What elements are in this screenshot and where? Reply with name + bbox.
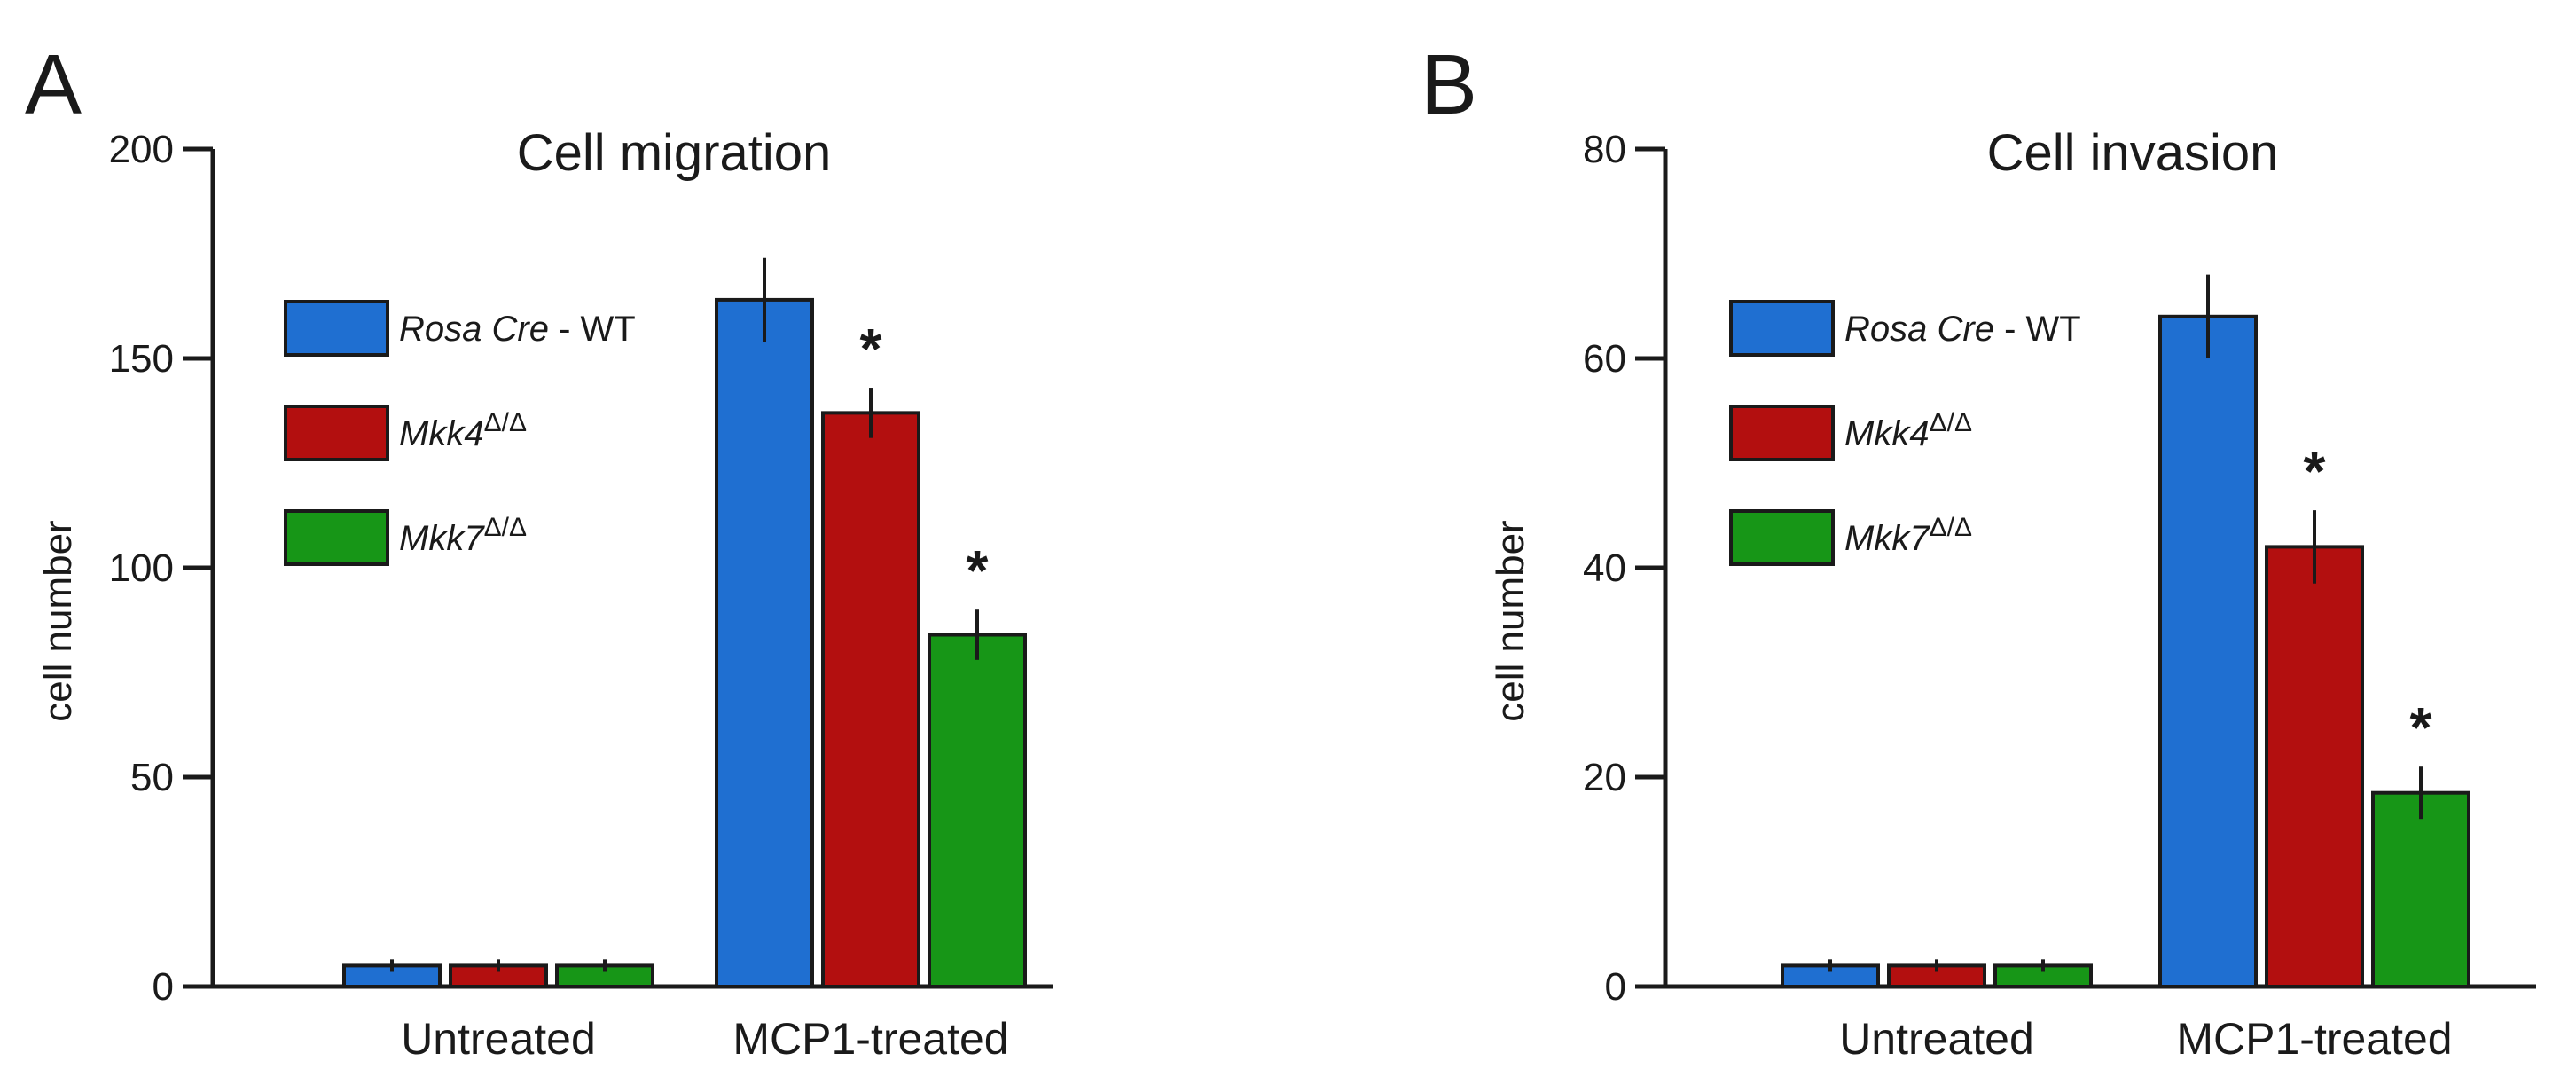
legend-name-superscript: Δ/Δ [1930,408,1972,437]
legend-name-superscript: Δ/Δ [484,513,527,542]
legend-entry-wt: Rosa Cre - WT [1844,310,2081,349]
y-tick-label: 150 [109,337,174,381]
legend-swatch-wt [1729,300,1835,357]
legend-name-italic: Mkk4 [1844,414,1930,453]
legend-swatch-mkk4 [284,405,389,461]
legend-swatch-wt [284,300,389,357]
significance-star: * [860,317,882,381]
legend-entry-mkk4: Mkk4Δ/Δ [1844,408,1972,453]
legend-name-superscript: Δ/Δ [1930,513,1972,542]
y-tick-label: 20 [1583,756,1626,799]
panel-label: A [25,37,82,132]
y-axis-label: cell number [1489,520,1532,721]
bar-wt-mcp1-treated [715,297,814,989]
category-label: Untreated [401,1014,596,1064]
legend-swatch-mkk7 [284,509,389,566]
y-tick-label: 40 [1583,546,1626,590]
bar-mkk7-mcp1-treated [928,633,1027,989]
legend-name-italic: Rosa Cre [399,310,549,349]
chart-panel-a: A Cell migration 0 50 100 150 200 cell number Un… [25,37,1053,1064]
significance-star: * [2304,439,2326,503]
significance-star: * [967,538,989,602]
category-label: MCP1-treated [2176,1014,2452,1064]
legend-name-superscript: Δ/Δ [484,408,527,437]
legend-swatch-mkk7 [1729,509,1835,566]
category-label: Untreated [1839,1014,2034,1064]
bar-wt-mcp1-treated [2158,314,2258,988]
y-axis-label: cell number [36,520,80,721]
legend-entry-wt: Rosa Cre - WT [399,310,636,349]
y-tick-label: 60 [1583,337,1626,381]
chart-title: Cell invasion [1987,124,2279,182]
bar-mkk7-mcp1-treated [2371,790,2470,989]
legend-name-italic: Mkk7 [399,519,485,558]
legend-entry-mkk4: Mkk4Δ/Δ [399,408,527,453]
legend-entry-mkk7: Mkk7Δ/Δ [399,513,527,558]
bar-mkk4-mcp1-treated [821,411,920,988]
legend-name-italic: Mkk4 [399,414,484,453]
panel-label: B [1421,37,1477,132]
y-tick-label: 0 [1605,965,1626,1009]
chart-panel-b: B Cell invasion 0 20 40 60 80 cell number Untrea… [1421,37,2536,1064]
y-tick-label: 80 [1583,128,1626,171]
y-tick-label: 200 [109,128,174,171]
legend-entry-mkk7: Mkk7Δ/Δ [1844,513,1972,558]
bar-mkk4-mcp1-treated [2265,545,2364,989]
legend-swatch-mkk4 [1729,405,1835,461]
legend-name-suffix: - WT [1994,310,2081,349]
category-label: MCP1-treated [732,1014,1008,1064]
y-tick-label: 50 [130,756,174,799]
y-tick-label: 0 [153,965,174,1009]
significance-star: * [2410,696,2432,759]
legend-name-suffix: - WT [549,310,636,349]
legend-name-italic: Rosa Cre [1844,310,1994,349]
y-tick-label: 100 [109,546,174,590]
chart-title: Cell migration [517,124,832,182]
legend-name-italic: Mkk7 [1844,519,1930,558]
